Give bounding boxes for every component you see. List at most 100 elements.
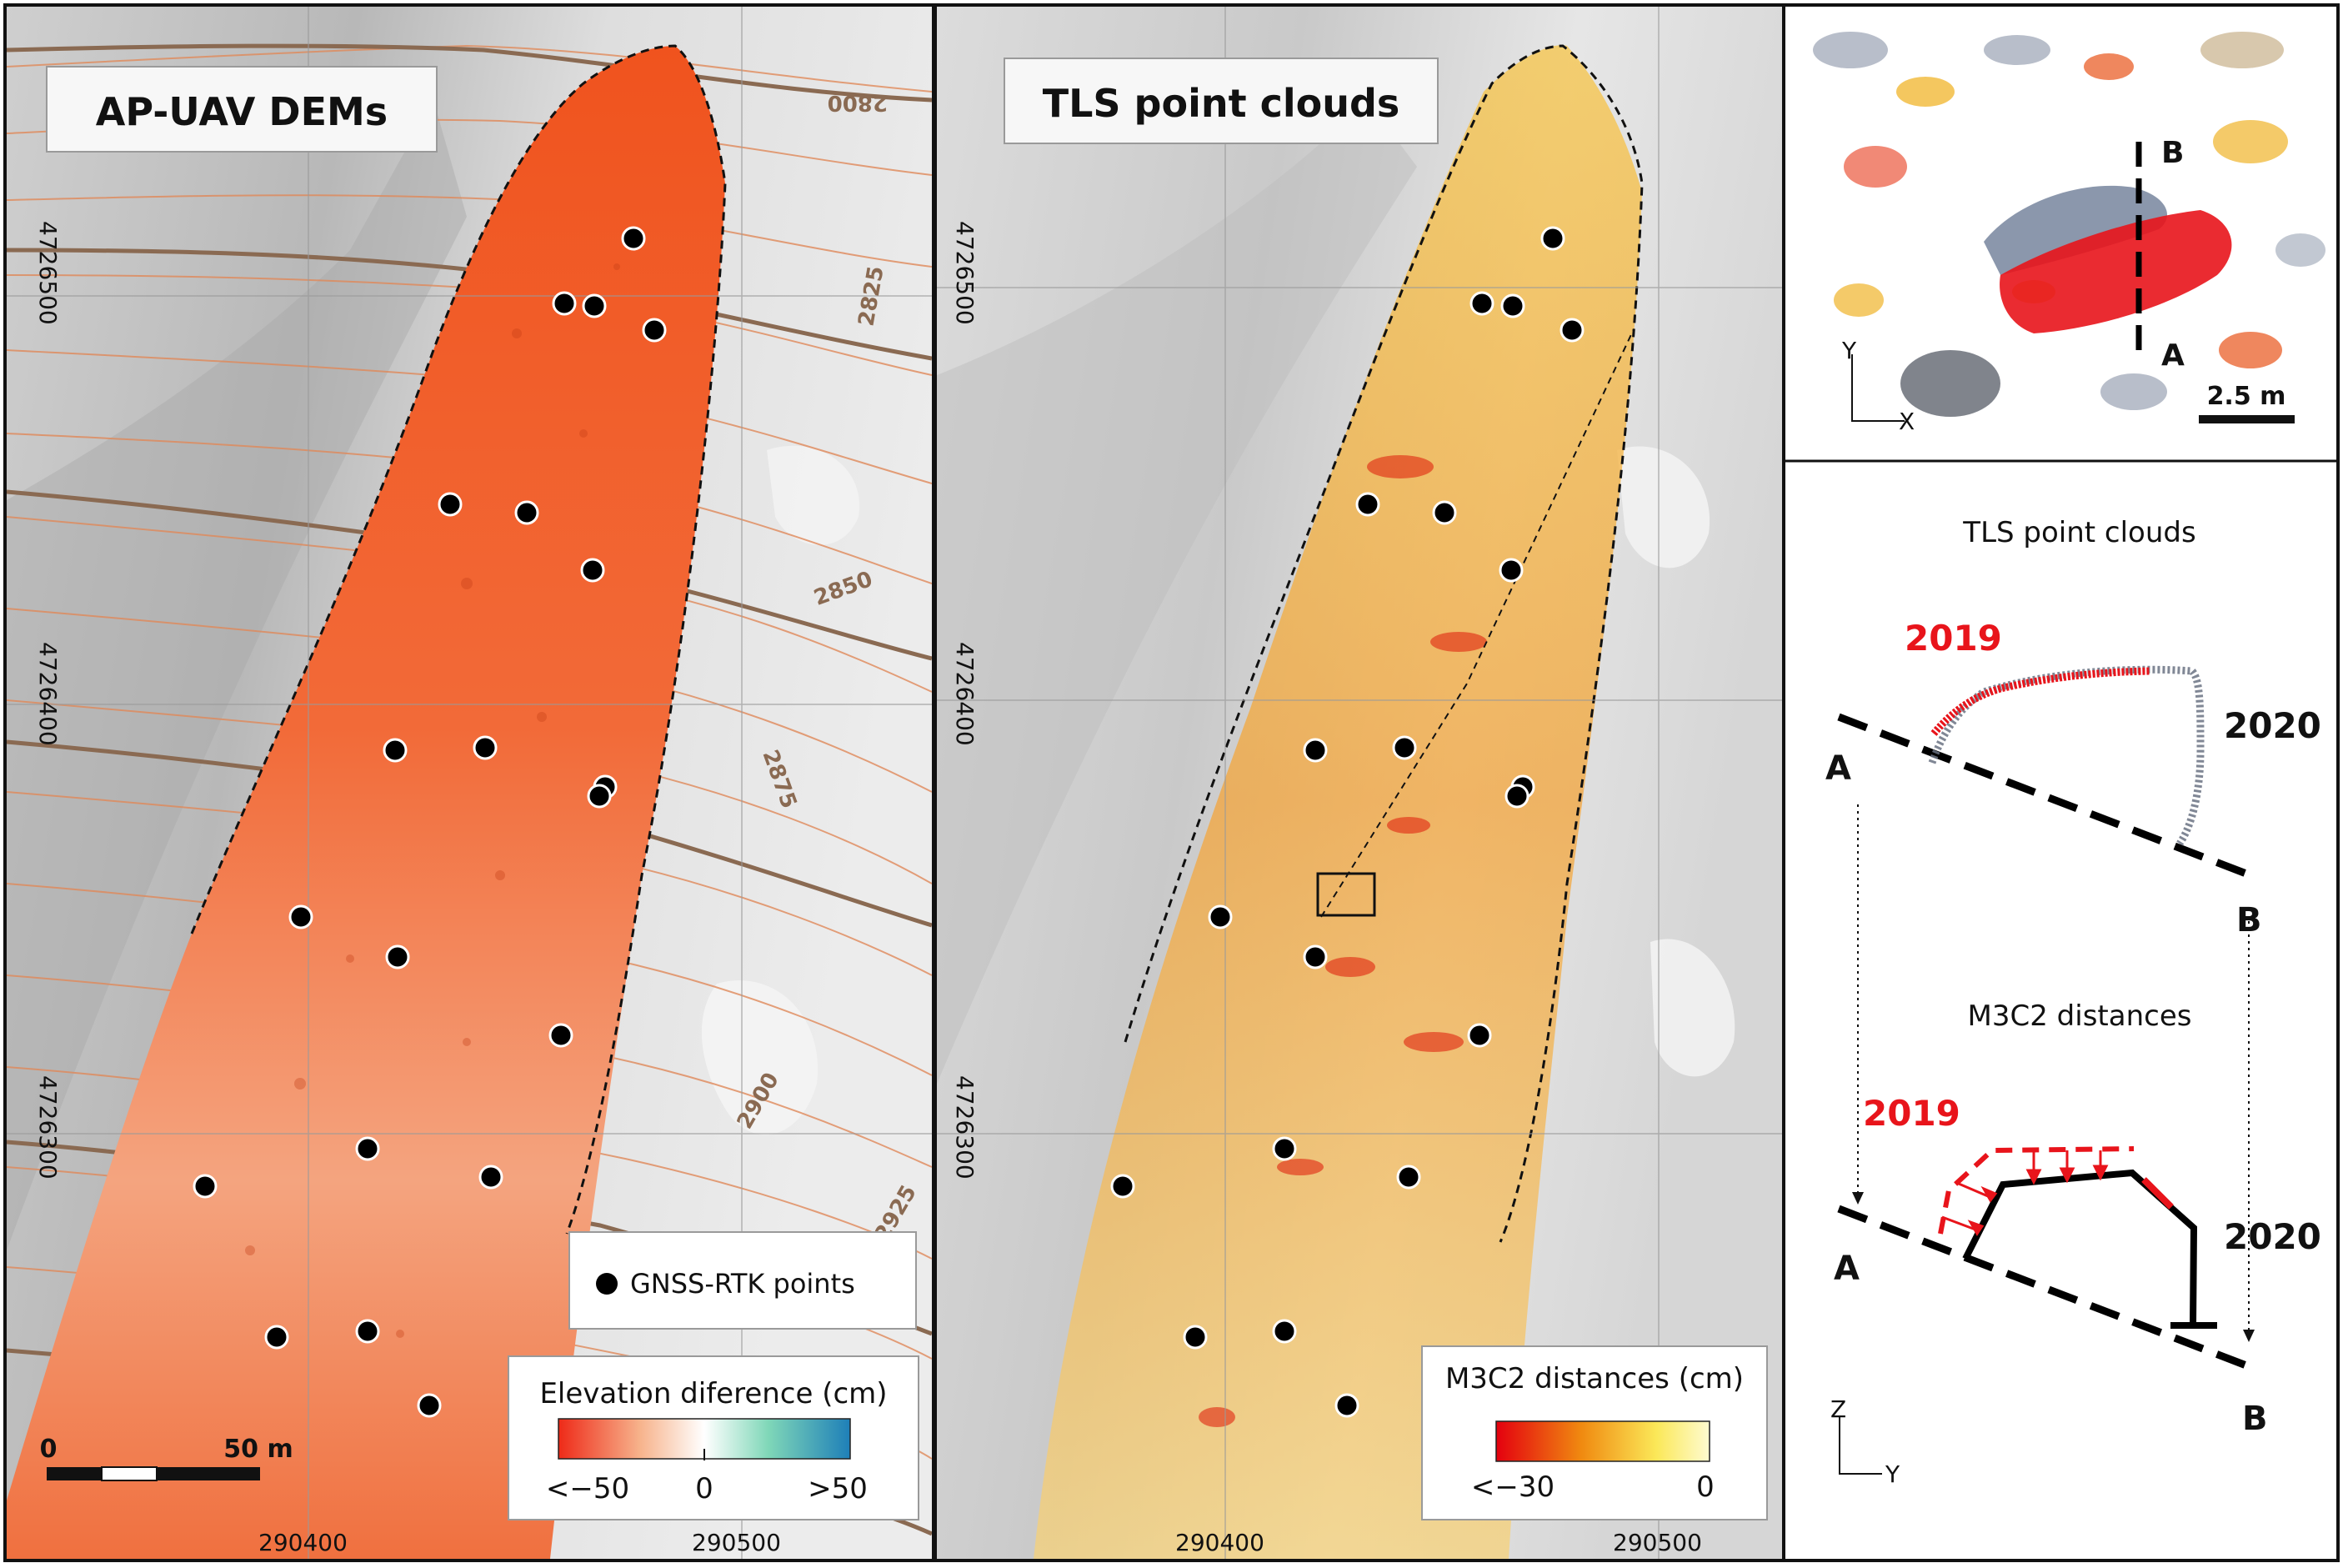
northing-labels: 4726500 4726400 4726300 — [951, 221, 979, 1180]
easting-label: 290500 — [1613, 1529, 1702, 1556]
panel-ap-uav: 2800 2825 2850 2875 2900 2925 — [7, 7, 932, 1559]
inset-scalebar — [2199, 415, 2295, 423]
contour-label: 2800 — [828, 90, 888, 115]
gnss-point — [582, 293, 607, 318]
axis-indicator-zy — [1839, 1417, 1882, 1475]
gnss-point — [1469, 291, 1494, 316]
gnss-point — [1110, 1174, 1135, 1199]
colorbar-max-label: >50 — [808, 1472, 868, 1505]
m3c2-colorbar — [1495, 1420, 1710, 1462]
texture-speckle — [245, 263, 620, 1338]
axis-label-z: Z — [1830, 1395, 1846, 1423]
profile-2020-cloud — [1928, 665, 2205, 846]
inset-scale-label: 2.5 m — [2207, 382, 2286, 411]
panel-divider — [1782, 7, 1785, 1559]
gnss-point — [193, 1174, 218, 1199]
scalebar — [47, 1466, 260, 1481]
northing-labels: 4726500 4726400 4726300 — [34, 221, 62, 1180]
m3c2-distance-arrows — [1941, 1150, 2109, 1236]
gnss-point — [1303, 738, 1328, 763]
panel-profile: TLS point clouds 2019 2020 A B M3C2 dist… — [1785, 463, 2336, 1559]
colorbar-min-label: <−50 — [546, 1472, 629, 1505]
scalebar-end: 50 m — [223, 1435, 293, 1464]
gnss-point — [514, 500, 539, 525]
panel-divider — [932, 7, 937, 1559]
profile-background — [1785, 463, 2336, 1559]
profile-baseline-ab — [1837, 713, 2252, 879]
inset-label-b: B — [2161, 136, 2184, 170]
snow-patch — [1617, 446, 1710, 569]
snow-patch — [701, 980, 819, 1135]
gnss-point — [1396, 1165, 1421, 1190]
coordinate-grid — [937, 7, 1782, 1559]
scalebar-start: 0 — [40, 1435, 58, 1464]
point-cloud-fragments — [1813, 32, 2325, 417]
panel-title: AP-UAV DEMs — [96, 89, 388, 134]
gnss-point — [642, 318, 667, 343]
northing-label: 4726500 — [951, 221, 979, 325]
gnss-point — [438, 492, 463, 517]
profile-year-2020: 2020 — [2224, 705, 2321, 746]
boulder-shadow-side — [1984, 185, 2167, 275]
glacier-outline — [190, 44, 727, 1235]
easting-labels: 290400 290500 — [258, 1529, 781, 1556]
profile-label-a: A — [1825, 749, 1851, 788]
gnss-points — [1110, 226, 1585, 1418]
snow-patch — [767, 445, 860, 545]
gnss-legend-symbol — [596, 1273, 618, 1295]
gnss-point — [548, 1023, 573, 1048]
glacier-area — [7, 46, 725, 1559]
projection-arrow-head — [1852, 1192, 1864, 1205]
easting-label: 290500 — [692, 1529, 781, 1556]
gnss-point — [1208, 904, 1233, 929]
axis-label-x: X — [1899, 408, 1915, 435]
snow-patch — [1650, 939, 1735, 1077]
title-box — [1004, 58, 1439, 144]
profile-year-2019: 2019 — [1905, 618, 2002, 659]
gnss-point — [1500, 293, 1525, 318]
ridge-shadow — [937, 100, 1417, 1084]
title-box — [46, 66, 438, 153]
easting-label: 290400 — [258, 1529, 348, 1556]
gnss-point — [1432, 500, 1457, 525]
gnss-point — [264, 1325, 289, 1350]
axis-label-y: Y — [1841, 337, 1857, 364]
gnss-point — [355, 1319, 380, 1344]
northing-label: 4726300 — [34, 1075, 62, 1180]
inset-location-box — [1316, 872, 1376, 917]
gnss-point — [1183, 1325, 1208, 1350]
profile-2019-surface — [1938, 1146, 2135, 1235]
gnss-point — [1499, 558, 1524, 583]
profile-2020-surface — [1962, 1169, 2198, 1326]
profile-title-m3c2: M3C2 distances — [1968, 999, 2192, 1033]
easting-labels: 290400 290500 — [1175, 1529, 1702, 1556]
gnss-points — [193, 226, 667, 1418]
profile-year-2019: 2019 — [1863, 1093, 1960, 1134]
inset-label-a: A — [2161, 338, 2185, 373]
glacier-area — [1034, 45, 1642, 1559]
profile-label-b: B — [2236, 901, 2262, 939]
gnss-point — [1504, 784, 1529, 809]
colorbar-title: M3C2 distances (cm) — [1445, 1362, 1744, 1395]
gnss-point — [1540, 226, 1565, 251]
gnss-point — [1272, 1136, 1297, 1161]
ridge-shadow — [7, 100, 467, 1250]
gnss-point — [1303, 944, 1328, 969]
gnss-legend-box — [568, 1231, 917, 1330]
profile-label-b: B — [2242, 1400, 2268, 1438]
projection-arrow-head — [2243, 1330, 2255, 1342]
profile-baseline-ab — [1837, 1205, 2252, 1371]
gnss-point — [1559, 318, 1585, 343]
gnss-point — [383, 738, 408, 763]
gnss-point — [288, 904, 313, 929]
glacier-outline — [1124, 44, 1644, 1243]
gnss-point — [1334, 1393, 1359, 1418]
panel-title: TLS point clouds — [1043, 81, 1400, 126]
inset-extent-outline — [1320, 328, 1635, 918]
northing-label: 4726400 — [34, 642, 62, 746]
profile-label-a: A — [1834, 1250, 1860, 1288]
easting-label: 290400 — [1175, 1529, 1264, 1556]
colorbar-mid-label: 0 — [695, 1472, 713, 1505]
gnss-point — [1272, 1319, 1297, 1344]
northing-label: 4726500 — [34, 221, 62, 325]
